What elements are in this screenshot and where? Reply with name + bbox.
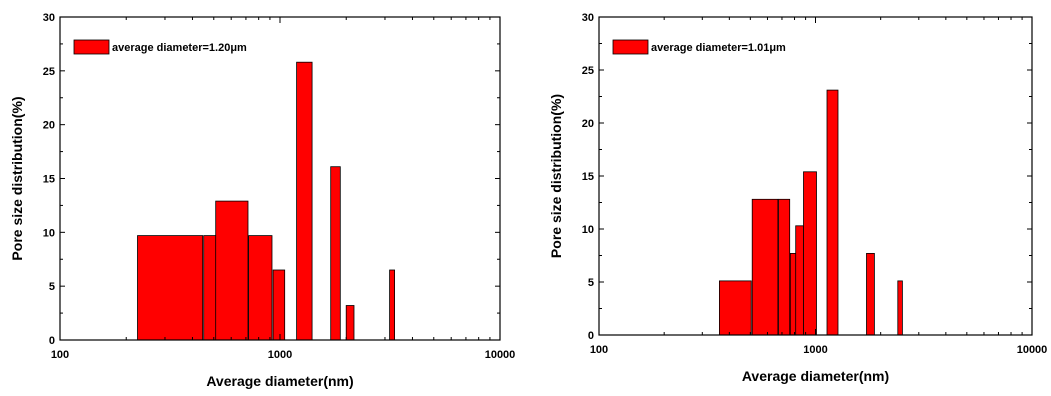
y-tick-label: 20	[43, 120, 55, 132]
x-axis-title: Average diameter(nm)	[742, 368, 889, 384]
x-tick-label: 10000	[1017, 344, 1048, 356]
chart-left: 0 5 10 15 20 25 30 100 1000 10000 average diameter…	[9, 12, 515, 389]
bar	[897, 280, 903, 336]
y-tick-label: 10	[582, 224, 594, 236]
bar	[330, 166, 341, 341]
y-tick-label: 15	[582, 171, 594, 183]
bar	[137, 235, 204, 341]
bar	[215, 200, 249, 341]
bar	[389, 269, 396, 341]
legend-swatch	[612, 39, 649, 55]
bar	[866, 252, 875, 336]
y-tick-label: 0	[588, 330, 594, 342]
y-tick-label: 30	[582, 12, 594, 24]
x-tick-label: 1000	[268, 349, 292, 361]
bar	[751, 198, 779, 336]
bar	[719, 280, 752, 336]
y-tick-label: 25	[43, 66, 55, 78]
bar	[296, 61, 313, 341]
x-axis-title: Average diameter(nm)	[206, 373, 353, 389]
legend-label: average diameter=1.01μm	[651, 42, 786, 54]
y-tick-label: 25	[582, 65, 594, 77]
y-tick-label: 15	[43, 174, 55, 186]
x-tick-label: 1000	[803, 344, 827, 356]
bar	[778, 198, 791, 336]
bar	[272, 269, 286, 341]
y-tick-label: 10	[43, 227, 55, 239]
bar	[345, 305, 355, 341]
y-tick-label: 5	[588, 277, 594, 289]
x-tick-label: 100	[590, 344, 608, 356]
x-tick-label: 100	[51, 349, 69, 361]
chart-right: 0 5 10 15 20 25 30 100 1000 10000 average diameter…	[548, 12, 1047, 384]
bar	[826, 89, 839, 336]
y-tick-label: 0	[49, 335, 55, 347]
legend-swatch	[73, 39, 110, 55]
y-tick-label: 5	[49, 281, 55, 293]
bar	[803, 171, 817, 336]
y-tick-label: 30	[43, 12, 55, 24]
x-tick-label: 10000	[485, 349, 516, 361]
legend-label: average diameter=1.20μm	[112, 42, 247, 54]
bar	[248, 235, 273, 341]
y-axis-title: Pore size distribution(%)	[9, 96, 25, 260]
bar	[795, 225, 804, 336]
y-tick-label: 20	[582, 118, 594, 130]
y-axis-title: Pore size distribution(%)	[548, 94, 564, 258]
